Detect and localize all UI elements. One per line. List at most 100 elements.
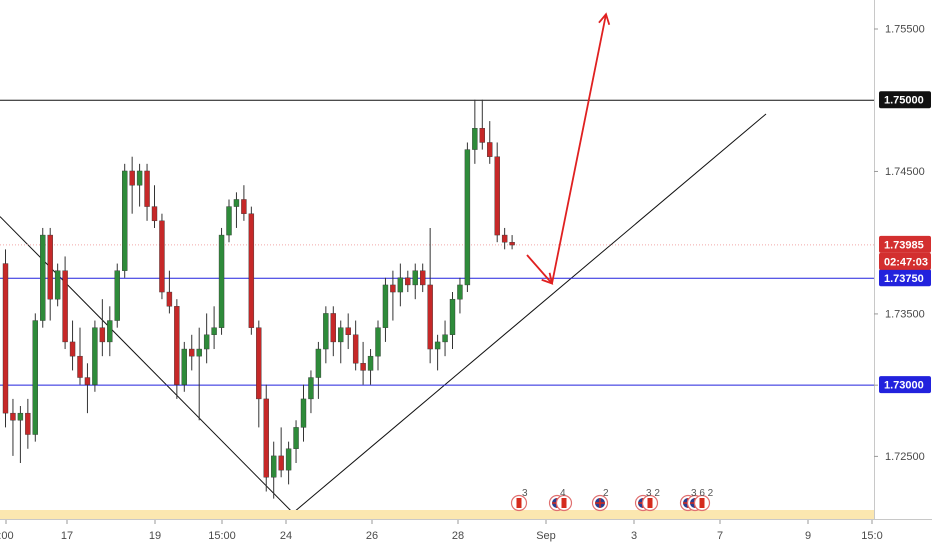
candle	[69, 320, 76, 371]
flag-icon-detail	[561, 498, 567, 508]
candle-body	[256, 327, 262, 400]
candle-body	[293, 427, 299, 449]
candle	[487, 121, 493, 164]
candle	[271, 441, 277, 499]
candle	[472, 99, 478, 164]
candle	[501, 227, 508, 250]
horizontal-levels[interactable]	[0, 99, 874, 386]
bar-countdown-tag[interactable]: 02:47:03	[879, 252, 931, 270]
candle	[136, 163, 143, 207]
candle	[434, 334, 441, 371]
candle-body	[69, 341, 76, 357]
candle	[360, 341, 366, 385]
candle-body	[107, 320, 113, 343]
y-tick-label: 1.73500	[885, 308, 925, 320]
candle-body	[248, 213, 255, 328]
candle	[99, 299, 106, 357]
event-marker[interactable]: 3 6 2	[679, 488, 714, 512]
event-count: 3 2	[646, 488, 660, 499]
candle-body	[472, 128, 478, 150]
level-price-tag[interactable]: 1.73000	[879, 376, 931, 394]
candle	[166, 270, 173, 314]
candle-body	[211, 327, 217, 335]
candle	[479, 99, 485, 150]
candle	[405, 270, 411, 293]
candle-body	[263, 398, 269, 478]
candle	[144, 163, 150, 221]
plot-background	[0, 0, 874, 520]
candle-body	[84, 377, 91, 385]
candle-body	[375, 327, 381, 357]
candle-body	[494, 156, 500, 236]
candle	[367, 349, 374, 385]
candle	[375, 320, 381, 371]
price-axis[interactable]: 1.72500 1.73000 1.73500 1.74500 1.75500 1.750…	[874, 23, 931, 463]
candle	[77, 327, 83, 385]
candle	[17, 406, 24, 464]
candle	[84, 363, 91, 414]
candle	[427, 227, 433, 364]
candle-body	[121, 170, 128, 271]
candle	[352, 320, 359, 371]
event-marker[interactable]: 3 2	[634, 488, 661, 512]
candle-body	[189, 348, 195, 357]
candle	[300, 384, 307, 442]
candle	[62, 256, 68, 350]
trendline[interactable]	[292, 113, 767, 514]
candle-body	[323, 313, 329, 350]
arrow-shaft	[551, 14, 607, 284]
candle	[159, 213, 165, 300]
candle	[338, 320, 344, 364]
candle-body	[40, 234, 46, 321]
arrow[interactable]	[551, 12, 611, 284]
candle	[293, 420, 299, 464]
candle-body	[241, 199, 247, 214]
candle	[174, 299, 180, 399]
x-tick-label: 15:00	[208, 530, 236, 542]
y-tick-label: 1.72500	[885, 451, 925, 463]
last-price-tag[interactable]: 1.73985	[879, 235, 931, 253]
time-axis[interactable]: :00 17 19 15:00 24 26 28 Sep 3 7 9 15:0	[0, 520, 883, 542]
x-tick-label: 19	[149, 530, 161, 542]
candle-body	[390, 284, 396, 293]
last-price-tag-background	[879, 235, 931, 253]
candle-body	[278, 455, 284, 471]
candle	[218, 227, 225, 335]
candle-body	[77, 355, 83, 378]
candle	[203, 313, 210, 364]
economic-events[interactable]: 3 4 2 3 2 3 6 2	[510, 488, 714, 512]
candle-body	[151, 206, 158, 222]
candle	[345, 313, 351, 350]
level-price-tag-label: 1.73750	[884, 273, 924, 285]
level-price-tag[interactable]: 1.75000	[879, 91, 931, 109]
event-marker[interactable]: 4	[548, 488, 573, 512]
bar-countdown-tag-label: 02:47:03	[884, 256, 928, 268]
level-price-tag-label: 1.73000	[884, 380, 924, 392]
candle-body	[181, 348, 188, 385]
x-tick-label: 9	[805, 530, 811, 542]
candle-body	[203, 334, 210, 350]
candle-body	[218, 234, 225, 328]
event-marker[interactable]: 2	[591, 488, 610, 512]
projection-arrows[interactable]	[526, 12, 611, 285]
level-price-tag-label: 1.75000	[884, 95, 924, 107]
event-count: 2	[603, 488, 609, 499]
candle-body	[54, 270, 61, 300]
candle-body	[300, 398, 307, 428]
x-tick-label: 24	[280, 530, 292, 542]
candle-body	[129, 170, 135, 186]
candle	[449, 292, 456, 350]
level-price-tag[interactable]: 1.73750	[879, 269, 931, 287]
candle	[233, 192, 240, 228]
candle-body	[367, 355, 374, 371]
candle-body	[17, 412, 24, 421]
candle	[151, 185, 158, 228]
event-marker[interactable]: 3	[510, 488, 529, 512]
candle	[196, 327, 202, 421]
candle	[263, 384, 269, 492]
candle-body	[47, 234, 53, 300]
x-tick-label: 3	[631, 530, 637, 542]
candle	[54, 263, 61, 307]
candle-body	[420, 270, 426, 286]
